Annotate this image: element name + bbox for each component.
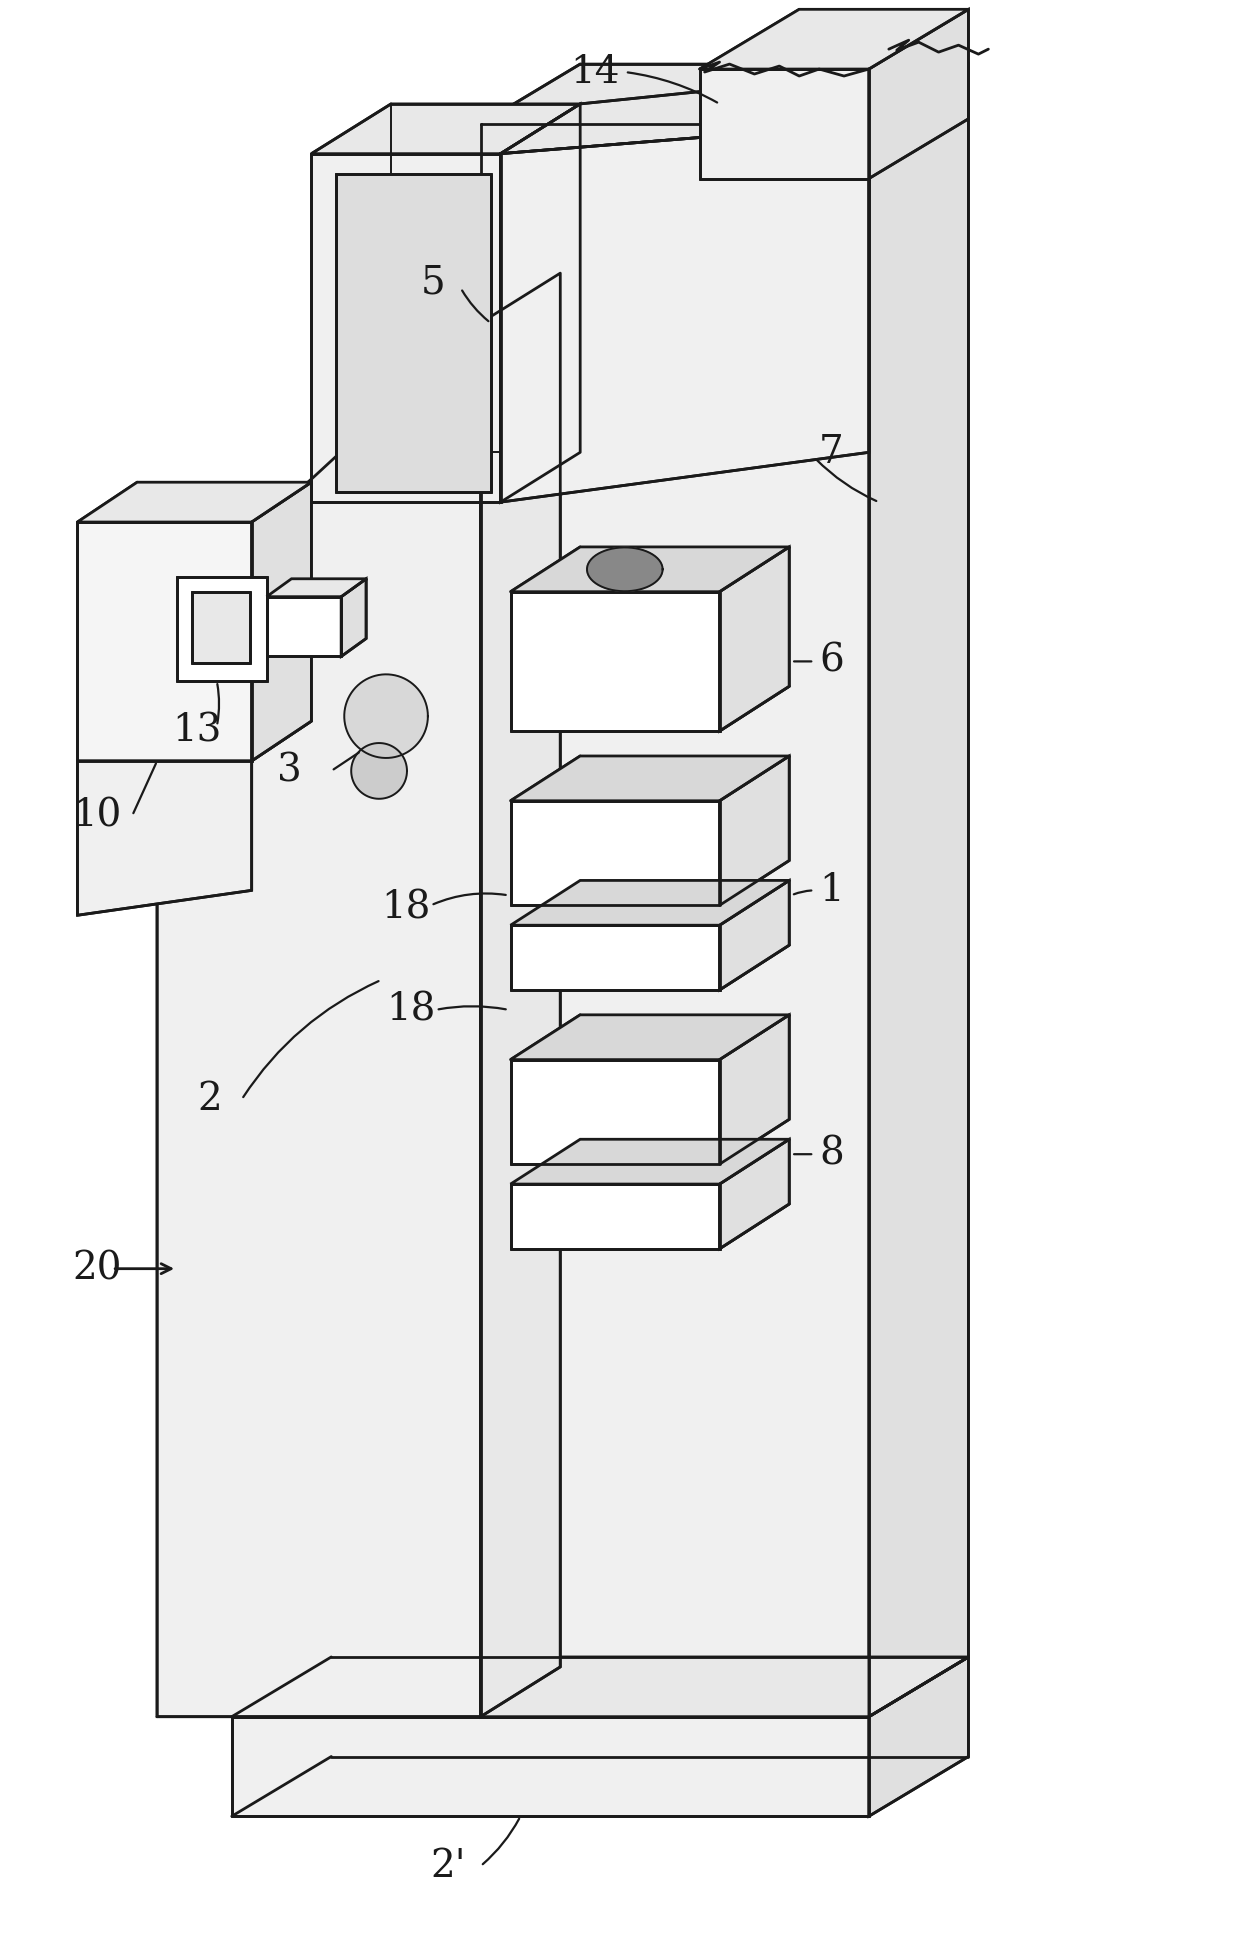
- Polygon shape: [77, 523, 252, 760]
- Polygon shape: [312, 154, 500, 501]
- Text: 14: 14: [570, 53, 620, 90]
- Text: 10: 10: [72, 798, 122, 835]
- Text: 20: 20: [72, 1250, 122, 1287]
- Polygon shape: [510, 801, 720, 905]
- Polygon shape: [336, 174, 490, 491]
- Text: 3: 3: [277, 753, 301, 790]
- Polygon shape: [341, 579, 366, 657]
- Polygon shape: [344, 675, 428, 759]
- Text: 5: 5: [421, 265, 446, 302]
- Text: 18: 18: [386, 991, 436, 1028]
- Polygon shape: [252, 482, 312, 760]
- Polygon shape: [351, 743, 407, 800]
- Polygon shape: [267, 579, 366, 597]
- Polygon shape: [192, 591, 250, 663]
- Polygon shape: [700, 10, 968, 68]
- Polygon shape: [510, 591, 720, 731]
- Polygon shape: [232, 1658, 968, 1716]
- Polygon shape: [869, 1658, 968, 1815]
- Polygon shape: [510, 879, 789, 924]
- Polygon shape: [500, 123, 869, 501]
- Polygon shape: [510, 1184, 720, 1248]
- Text: 8: 8: [819, 1135, 844, 1172]
- Polygon shape: [510, 757, 789, 801]
- Polygon shape: [510, 1014, 789, 1059]
- Polygon shape: [720, 546, 789, 731]
- Polygon shape: [869, 10, 968, 179]
- Polygon shape: [700, 68, 869, 179]
- Polygon shape: [157, 324, 480, 1716]
- Polygon shape: [720, 879, 789, 991]
- Text: 2: 2: [197, 1080, 222, 1117]
- Polygon shape: [500, 103, 580, 501]
- Polygon shape: [510, 1139, 789, 1184]
- Text: 1: 1: [819, 872, 844, 909]
- Polygon shape: [232, 1716, 869, 1815]
- Polygon shape: [312, 103, 580, 154]
- Polygon shape: [77, 482, 312, 523]
- Polygon shape: [177, 577, 267, 681]
- Polygon shape: [720, 757, 789, 905]
- Polygon shape: [77, 760, 252, 915]
- Text: 18: 18: [381, 889, 431, 926]
- Text: 7: 7: [819, 433, 844, 470]
- Polygon shape: [510, 546, 789, 591]
- Polygon shape: [869, 64, 968, 1716]
- Polygon shape: [480, 123, 869, 1716]
- Polygon shape: [500, 64, 968, 154]
- Text: 6: 6: [819, 644, 844, 681]
- Polygon shape: [480, 64, 968, 123]
- Text: 2': 2': [431, 1847, 467, 1884]
- Polygon shape: [510, 924, 720, 991]
- Polygon shape: [510, 1059, 720, 1164]
- Polygon shape: [267, 597, 341, 657]
- Polygon shape: [480, 273, 560, 1716]
- Polygon shape: [720, 1014, 789, 1164]
- Polygon shape: [720, 1139, 789, 1248]
- Text: 13: 13: [172, 712, 221, 749]
- Polygon shape: [587, 548, 663, 591]
